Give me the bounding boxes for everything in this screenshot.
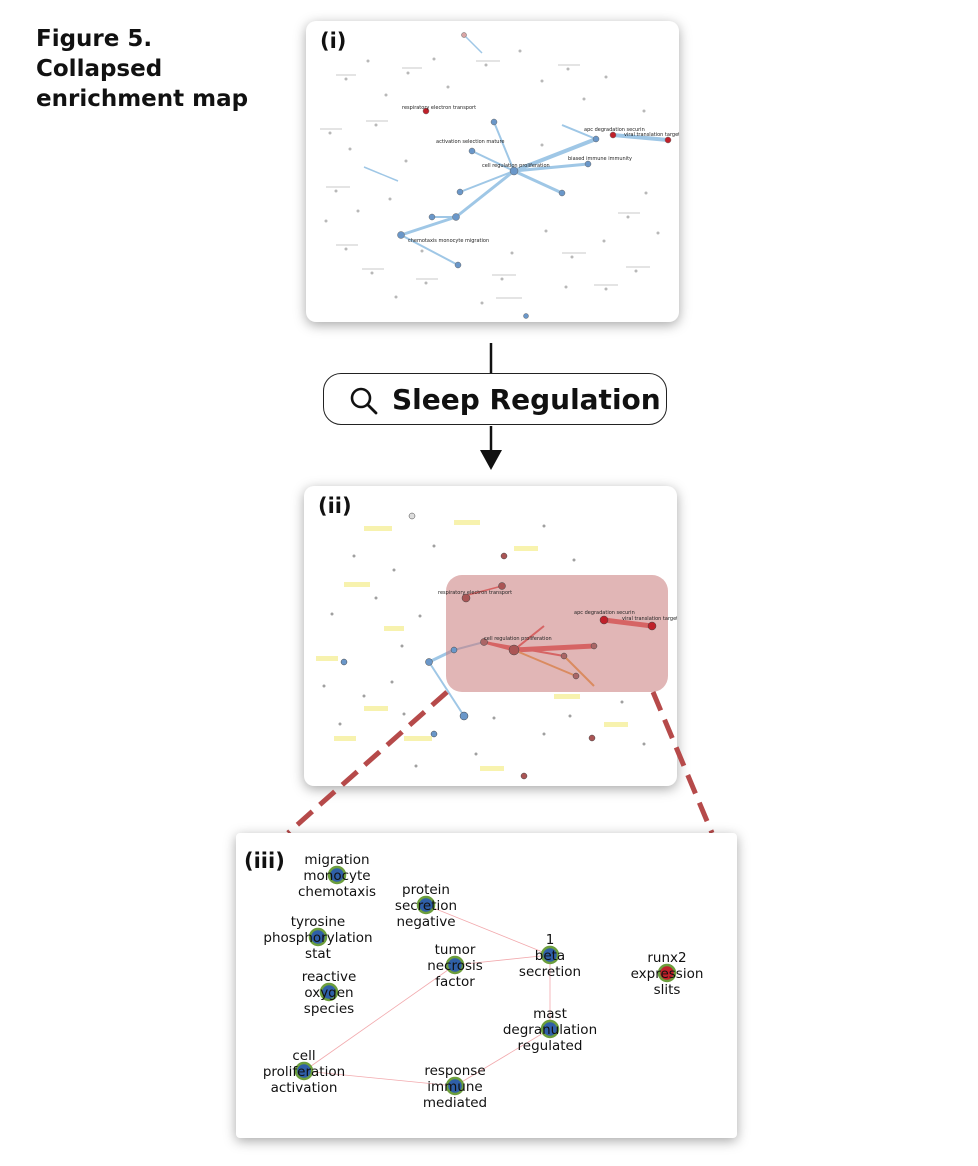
node-circle <box>540 1019 560 1039</box>
svg-text:viral translation targeting: viral translation targeting <box>622 616 677 622</box>
node-label-line: runx2 <box>647 950 686 966</box>
node-label-line: species <box>304 1001 354 1017</box>
node-label-line: degranulation <box>503 1022 597 1038</box>
edges-i <box>363 34 669 266</box>
nodes-i <box>397 32 672 319</box>
node-label-line: cell <box>292 1048 315 1064</box>
edge-beta-tumor <box>454 954 551 966</box>
svg-text:activation selection mature: activation selection mature <box>436 139 505 145</box>
node-label-line: oxygen <box>304 985 353 1001</box>
node-label-line: phosphorylation <box>263 930 372 946</box>
network-graph-i: respiratory electron transport apc degra… <box>320 32 679 319</box>
arrow-down-icon <box>480 450 502 470</box>
node-circle <box>308 927 328 947</box>
node-label-line: response <box>424 1063 485 1079</box>
node-label-line: monocyte <box>303 868 370 884</box>
nodes-ii <box>340 512 657 780</box>
network-graph-ii: respiratory electron transport apc degra… <box>316 512 677 780</box>
svg-text:cell regulation proliferation: cell regulation proliferation <box>484 636 552 642</box>
figure-title: Figure 5. Collapsed enrichment map <box>36 26 249 112</box>
node-labels-i: respiratory electron transport apc degra… <box>402 105 679 244</box>
svg-text:apc degradation securin: apc degradation securin <box>574 610 635 616</box>
edge-tumor-cell <box>303 964 456 1072</box>
node-circle <box>445 1076 465 1096</box>
node-label-line: expression <box>631 966 704 982</box>
node-label-line: migration <box>304 852 369 868</box>
node-label-line: immune <box>427 1079 482 1095</box>
node-label-line: proliferation <box>263 1064 345 1080</box>
panel-label-iii: (iii) <box>244 849 285 873</box>
node-label-line: 1 <box>546 932 555 948</box>
svg-text:respiratory electron transport: respiratory electron transport <box>402 105 476 111</box>
node-label-line: tyrosine <box>291 914 345 930</box>
svg-text:respiratory electron transport: respiratory electron transport <box>438 590 512 596</box>
tiny-text-lines-i <box>320 60 650 299</box>
panel-label-ii: (ii) <box>318 494 352 518</box>
node-circle <box>445 955 465 975</box>
search-bar[interactable]: Sleep Regulation <box>323 373 667 425</box>
node-label-line: tumor <box>435 942 476 958</box>
node-label-line: protein <box>402 882 450 898</box>
panel-label-i: (i) <box>320 29 347 53</box>
node-labels-ii: respiratory electron transport apc degra… <box>438 590 677 642</box>
node-label-line: mediated <box>423 1095 487 1111</box>
node-label-line: secretion <box>519 964 581 980</box>
scatter-nodes-i <box>324 49 660 305</box>
node-circle <box>327 865 347 885</box>
edge-cell-response <box>303 1070 456 1087</box>
node-circle <box>657 963 677 983</box>
node-label-line: secretion <box>395 898 457 914</box>
node-label-line: slits <box>654 982 681 998</box>
node-label-line: beta <box>535 948 565 964</box>
search-query: Sleep Regulation <box>392 383 661 416</box>
node-circle <box>294 1061 314 1081</box>
node-circle <box>540 945 560 965</box>
node-circle <box>416 895 436 915</box>
edge-response-mast <box>454 1028 551 1087</box>
svg-text:cell regulation proliferation: cell regulation proliferation <box>482 163 550 169</box>
node-label-line: stat <box>305 946 331 962</box>
node-label-line: activation <box>271 1080 338 1096</box>
edge-protein-beta <box>425 904 551 956</box>
panel-full-enrichment-map: (i) <box>306 21 679 322</box>
node-label-line: negative <box>396 914 455 930</box>
svg-text:biased immune immunity: biased immune immunity <box>568 156 632 162</box>
node-label-line: factor <box>435 974 475 990</box>
search-icon <box>350 387 378 415</box>
svg-text:apc degradation securin: apc degradation securin <box>584 127 645 133</box>
node-label-line: regulated <box>518 1038 583 1054</box>
node-label-line: necrosis <box>427 958 483 974</box>
node-label-line: reactive <box>302 969 357 985</box>
panel-zoomed-subnetwork: (iii) migration monocyte chemotaxis protein… <box>236 833 737 1138</box>
svg-text:viral translation targeting: viral translation targeting <box>624 132 679 138</box>
node-circle <box>319 982 339 1002</box>
node-label-line: mast <box>533 1006 567 1022</box>
panel-highlighted-enrichment-map: (ii) <box>304 486 677 786</box>
node-label-line: chemotaxis <box>298 884 376 900</box>
edges-iii <box>303 904 551 1087</box>
svg-text:chemotaxis monocyte migration: chemotaxis monocyte migration <box>408 238 489 244</box>
highlight-region <box>446 575 668 692</box>
